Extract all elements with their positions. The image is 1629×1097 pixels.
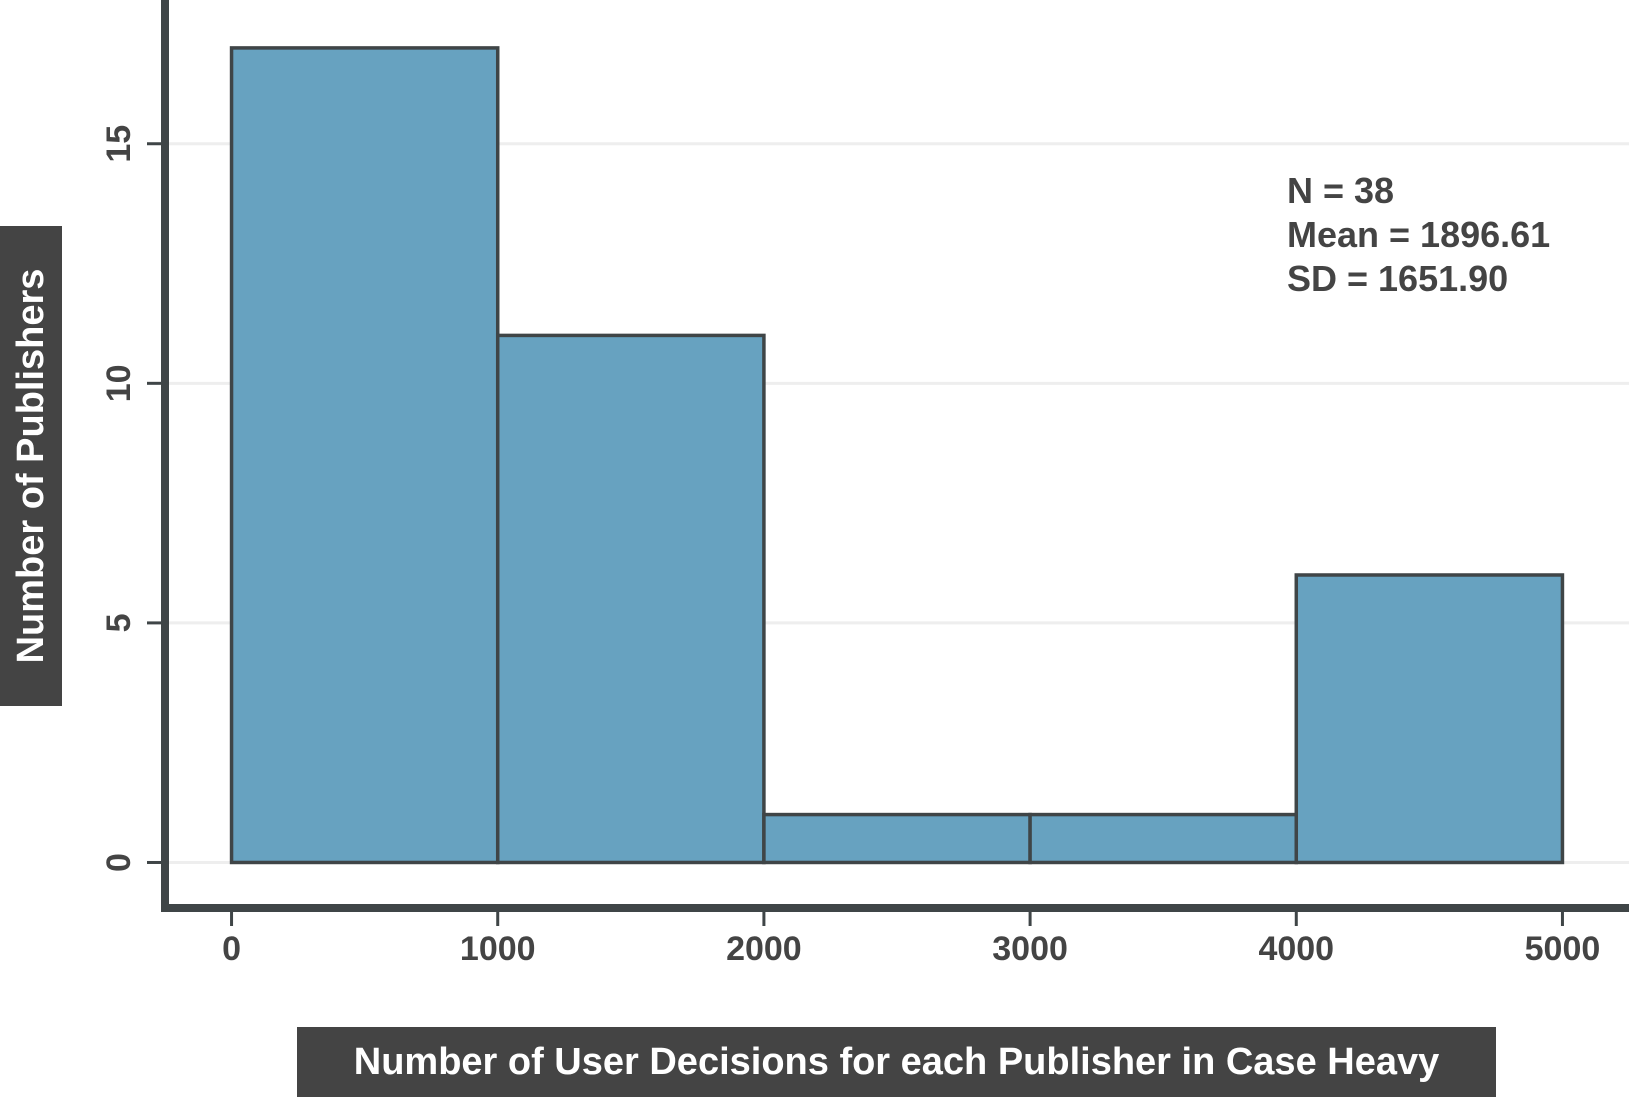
x-tick-label-1: 1000 bbox=[460, 930, 536, 968]
x-tick-label-3: 3000 bbox=[992, 930, 1068, 968]
y-axis-title-background bbox=[0, 226, 62, 706]
y-tick-label-3: 15 bbox=[100, 125, 138, 163]
x-tick-label-4: 4000 bbox=[1258, 930, 1334, 968]
histogram-bar-1 bbox=[495, 333, 766, 865]
x-axis-title-background bbox=[297, 1027, 1496, 1097]
x-tick-label-5: 5000 bbox=[1525, 930, 1601, 968]
y-axis-title-box: Number of Publishers bbox=[0, 226, 62, 706]
x-axis-ticks: 0 1000 2000 3000 4000 5000 bbox=[222, 912, 1600, 968]
histogram-bar-4 bbox=[1294, 573, 1565, 865]
y-tick-label-2: 10 bbox=[100, 364, 138, 402]
y-axis-ticks: 0 5 10 15 bbox=[100, 125, 161, 872]
histogram-bars bbox=[229, 46, 1565, 865]
axes bbox=[161, 0, 1629, 912]
x-tick-label-2: 2000 bbox=[726, 930, 802, 968]
histogram-bar-2 bbox=[762, 812, 1032, 865]
x-axis-title-box: Number of User Decisions for each Publis… bbox=[297, 1027, 1496, 1097]
stat-annotation-0: N = 38 bbox=[1287, 170, 1394, 211]
y-axis-title: Number of Publishers bbox=[10, 269, 52, 664]
y-tick-label-0: 0 bbox=[100, 853, 138, 872]
stat-annotation-1: Mean = 1896.61 bbox=[1287, 214, 1550, 255]
y-tick-label-1: 5 bbox=[100, 613, 138, 632]
x-axis-title: Number of User Decisions for each Publis… bbox=[354, 1041, 1440, 1083]
x-tick-label-0: 0 bbox=[222, 930, 241, 968]
histogram-bar-0 bbox=[229, 46, 500, 865]
histogram-bar-3 bbox=[1028, 812, 1299, 865]
stat-annotation-2: SD = 1651.90 bbox=[1287, 258, 1508, 299]
